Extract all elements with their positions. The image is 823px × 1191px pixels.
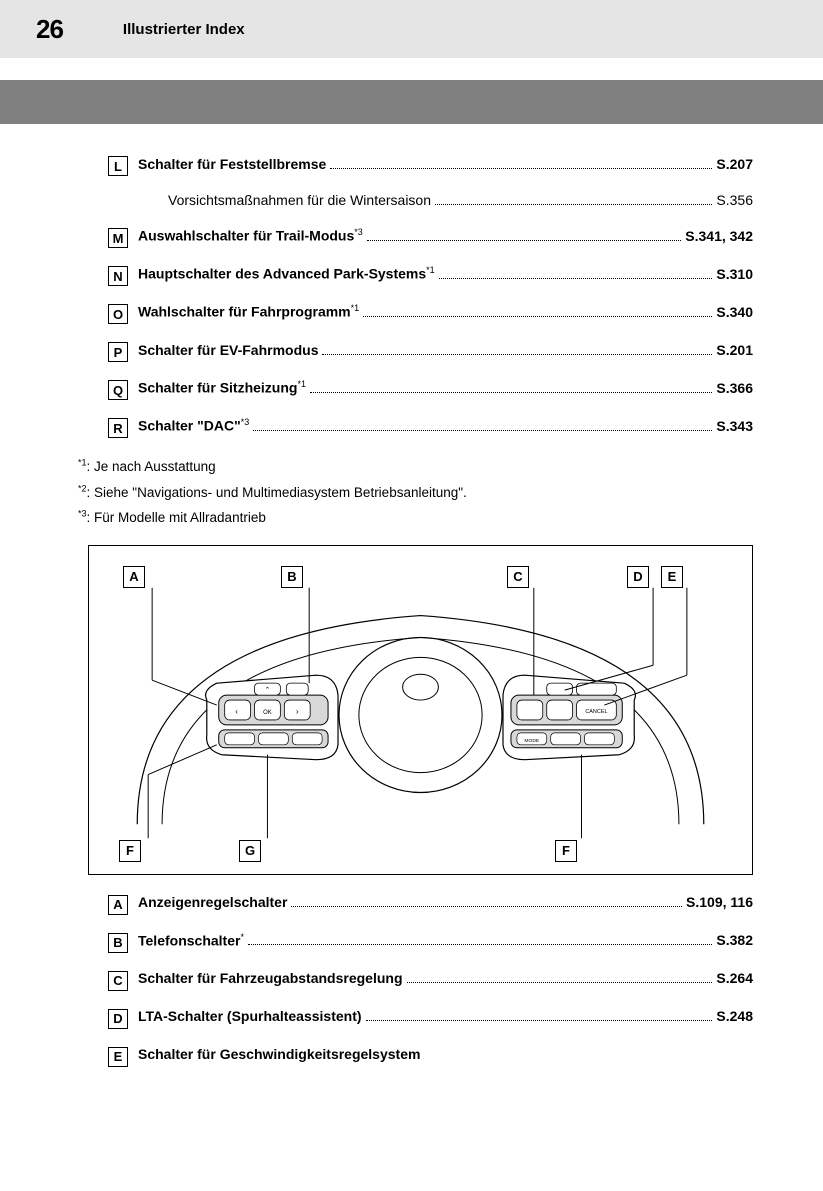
footnote: *3: Für Modelle mit Allradantrieb [78, 505, 753, 531]
svg-text:MODE: MODE [524, 738, 540, 744]
footnote: *2: Siehe "Navigations- und Multimediasy… [78, 480, 753, 506]
index-entry: L Schalter für Feststellbremse S.207 [108, 154, 753, 174]
entry-label: Vorsichtsmaßnahmen für die Wintersaison [168, 192, 431, 208]
lower-index-list: A Anzeigenregelschalter S.109, 116 B Telefo… [108, 893, 753, 1065]
index-entry: D LTA-Schalter (Spurhalteassistent) S.248 [108, 1007, 753, 1027]
dot-leader [322, 354, 712, 355]
entry-label: Schalter "DAC"*3 [138, 417, 249, 434]
page-reference: S.341, 342 [685, 228, 753, 244]
dot-leader [253, 430, 712, 431]
page-reference: S.343 [716, 418, 753, 434]
page-reference: S.109, 116 [686, 894, 753, 910]
diagram-callout: B [281, 566, 303, 588]
diagram-callout: D [627, 566, 649, 588]
page-reference: S.382 [716, 932, 753, 948]
index-entry: Vorsichtsmaßnahmen für die Wintersaison … [138, 192, 753, 208]
dot-leader [363, 316, 712, 317]
page-reference: S.356 [716, 192, 753, 208]
footnotes-block: *1: Je nach Ausstattung*2: Siehe "Naviga… [78, 454, 753, 531]
diagram-callout: E [661, 566, 683, 588]
entry-label: Schalter für EV-Fahrmodus [138, 342, 318, 358]
svg-text:‹: ‹ [235, 707, 238, 716]
page-reference: S.340 [716, 304, 753, 320]
index-entry: P Schalter für EV-Fahrmodus S.201 [108, 340, 753, 360]
entry-label: Schalter für Sitzheizung*1 [138, 379, 306, 396]
letter-box: D [108, 1009, 128, 1029]
dot-leader [366, 1020, 713, 1021]
diagram-callout: G [239, 840, 261, 862]
letter-box: M [108, 228, 128, 248]
letter-box: P [108, 342, 128, 362]
dot-leader [291, 906, 682, 907]
entry-label: LTA-Schalter (Spurhalteassistent) [138, 1008, 362, 1024]
svg-text:›: › [296, 707, 299, 716]
svg-text:CANCEL: CANCEL [585, 709, 607, 715]
letter-box: N [108, 266, 128, 286]
svg-text:OK: OK [263, 710, 272, 716]
dot-leader [310, 392, 712, 393]
page-reference: S.248 [716, 1008, 753, 1024]
page-reference: S.264 [716, 970, 753, 986]
letter-box: O [108, 304, 128, 324]
dot-leader [435, 204, 712, 205]
diagram-callout: A [123, 566, 145, 588]
section-title: Illustrierter Index [123, 21, 245, 38]
letter-box: B [108, 933, 128, 953]
entry-label: Anzeigenregelschalter [138, 894, 287, 910]
page-reference: S.207 [716, 156, 753, 172]
page-number: 26 [36, 14, 63, 45]
entry-label: Schalter für Geschwindigkeitsregelsystem [138, 1046, 420, 1062]
index-entry: Q Schalter für Sitzheizung*1 S.366 [108, 378, 753, 398]
page-reference: S.366 [716, 380, 753, 396]
entry-label: Schalter für Fahrzeugabstandsregelung [138, 970, 403, 986]
index-entry: N Hauptschalter des Advanced Park-Systems… [108, 264, 753, 284]
upper-index-list: L Schalter für Feststellbremse S.207 Vorsi… [108, 154, 753, 436]
letter-box: E [108, 1047, 128, 1067]
entry-label: Telefonschalter* [138, 932, 244, 949]
diagram-callout: F [555, 840, 577, 862]
entry-label: Wahlschalter für Fahrprogramm*1 [138, 303, 359, 320]
letter-box: A [108, 895, 128, 915]
index-entry: B Telefonschalter* S.382 [108, 931, 753, 951]
index-entry: R Schalter "DAC"*3 S.343 [108, 416, 753, 436]
dot-leader [248, 944, 712, 945]
entry-label: Schalter für Feststellbremse [138, 156, 326, 172]
footnote: *1: Je nach Ausstattung [78, 454, 753, 480]
steering-wheel-diagram: ‹ OK › ⌃ CANCEL [88, 545, 753, 875]
content-area: L Schalter für Feststellbremse S.207 Vorsi… [0, 124, 823, 1065]
diagram-callout: C [507, 566, 529, 588]
entry-label: Auswahlschalter für Trail-Modus*3 [138, 227, 363, 244]
index-entry: E Schalter für Geschwindigkeitsregelsyste… [108, 1045, 753, 1065]
steering-wheel-svg: ‹ OK › ⌃ CANCEL [89, 546, 752, 874]
dot-leader [367, 240, 681, 241]
letter-box: C [108, 971, 128, 991]
index-entry: M Auswahlschalter für Trail-Modus*3 S.341… [108, 226, 753, 246]
index-entry: A Anzeigenregelschalter S.109, 116 [108, 893, 753, 913]
letter-box: R [108, 418, 128, 438]
entry-label: Hauptschalter des Advanced Park-Systems*… [138, 265, 435, 282]
sub-header-bar [0, 80, 823, 124]
letter-box: L [108, 156, 128, 176]
page-reference: S.310 [716, 266, 753, 282]
diagram-callout: F [119, 840, 141, 862]
index-entry: O Wahlschalter für Fahrprogramm*1 S.340 [108, 302, 753, 322]
index-entry: C Schalter für Fahrzeugabstandsregelung S… [108, 969, 753, 989]
dot-leader [330, 168, 712, 169]
letter-box: Q [108, 380, 128, 400]
page-header: 26 Illustrierter Index [0, 0, 823, 58]
page-reference: S.201 [716, 342, 753, 358]
svg-text:⌃: ⌃ [265, 686, 271, 694]
dot-leader [407, 982, 713, 983]
dot-leader [439, 278, 713, 279]
